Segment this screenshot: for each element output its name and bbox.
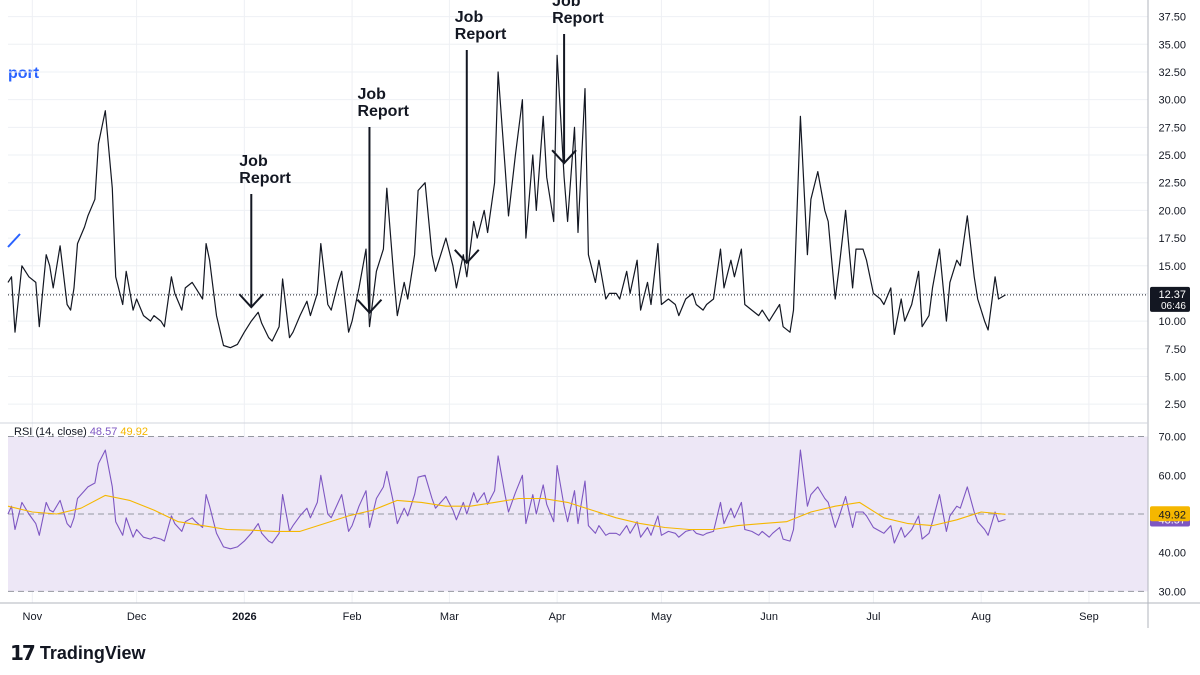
countdown-label: 06:46 [1161,301,1186,312]
rsi-legend: RSI (14, close) 48.57 49.92 [14,426,148,438]
x-tick-label: 2026 [232,611,256,623]
tradingview-logo[interactable]: 17 TradingView [10,641,146,665]
last-price-badge [1150,286,1190,312]
tradingview-logo-text: TradingView [39,642,146,663]
x-tick-label: Jun [760,611,778,623]
partial-title: port [8,65,40,82]
x-tick-label: Sep [1079,611,1099,623]
y-tick-label: 27.50 [1158,122,1186,134]
rsi-tick-label: 70.00 [1158,432,1186,444]
x-tick-label: Dec [127,611,147,623]
axis-label-layer: Nov Dec 2026 Feb Mar Apr May Jun Jul Aug Sep 2.50 5.… [14,12,1190,623]
series-layer [7,54,1148,550]
y-tick-label: 7.50 [1165,344,1186,356]
tradingview-logo-icon: 17 [10,641,36,665]
x-tick-label: Aug [971,611,991,623]
y-tick-label: 22.50 [1158,178,1186,190]
y-tick-label: 10.00 [1158,316,1186,328]
y-tick-label: 20.00 [1158,205,1186,217]
x-tick-label: Feb [343,611,362,623]
rsi-rsi-line [7,449,1006,550]
price-line [7,54,1006,349]
x-tick-label: Nov [23,611,43,623]
last-price-label: 12.37 [1158,289,1186,301]
annotation-label: Job [552,0,581,10]
y-tick-label: 17.50 [1158,233,1186,245]
y-tick-label: 25.00 [1158,150,1186,162]
annotation-label: Job [357,86,386,103]
trendline [7,233,21,248]
rsi-tick-label: 40.00 [1158,548,1186,560]
y-tick-label: 35.00 [1158,39,1186,51]
x-tick-label: May [651,611,672,623]
annotation-label: Report [239,170,291,187]
rsi-legend-title: RSI (14, close) [14,426,90,438]
x-tick-label: Mar [440,611,459,623]
annotation-arrow-head [356,298,383,315]
axes [0,0,1200,628]
annotation-arrow-head [238,293,265,309]
rsi-legend-value: 48.57 [90,426,121,438]
rsi-tick-label: 60.00 [1158,470,1186,482]
annotation-label: Job [455,9,484,26]
annotation-arrow-head [454,249,480,265]
rsi-value-badge [1150,506,1190,522]
rsi-ma-line [7,494,1006,532]
y-tick-label: 32.50 [1158,67,1186,79]
rsi-background [8,436,1148,592]
ma-legend-value: 49.92 [120,426,148,438]
x-tick-label: Apr [549,611,566,623]
y-tick-label: 2.50 [1165,399,1186,411]
y-tick-label: 15.00 [1158,261,1186,273]
y-tick-label: 37.50 [1158,12,1186,24]
y-tick-label: 5.00 [1165,371,1186,383]
x-tick-label: Jul [866,611,880,623]
annotation-label: Report [552,10,604,27]
y-tick-label: 30.00 [1158,95,1186,107]
annotation-label: Report [455,26,507,43]
rsi-value-label: 49.92 [1158,509,1186,521]
annotation-arrow-head [551,149,577,165]
annotation-label: Report [357,103,409,120]
rsi-tick-label: 30.00 [1158,586,1186,598]
annotation-label: Job [239,153,268,170]
